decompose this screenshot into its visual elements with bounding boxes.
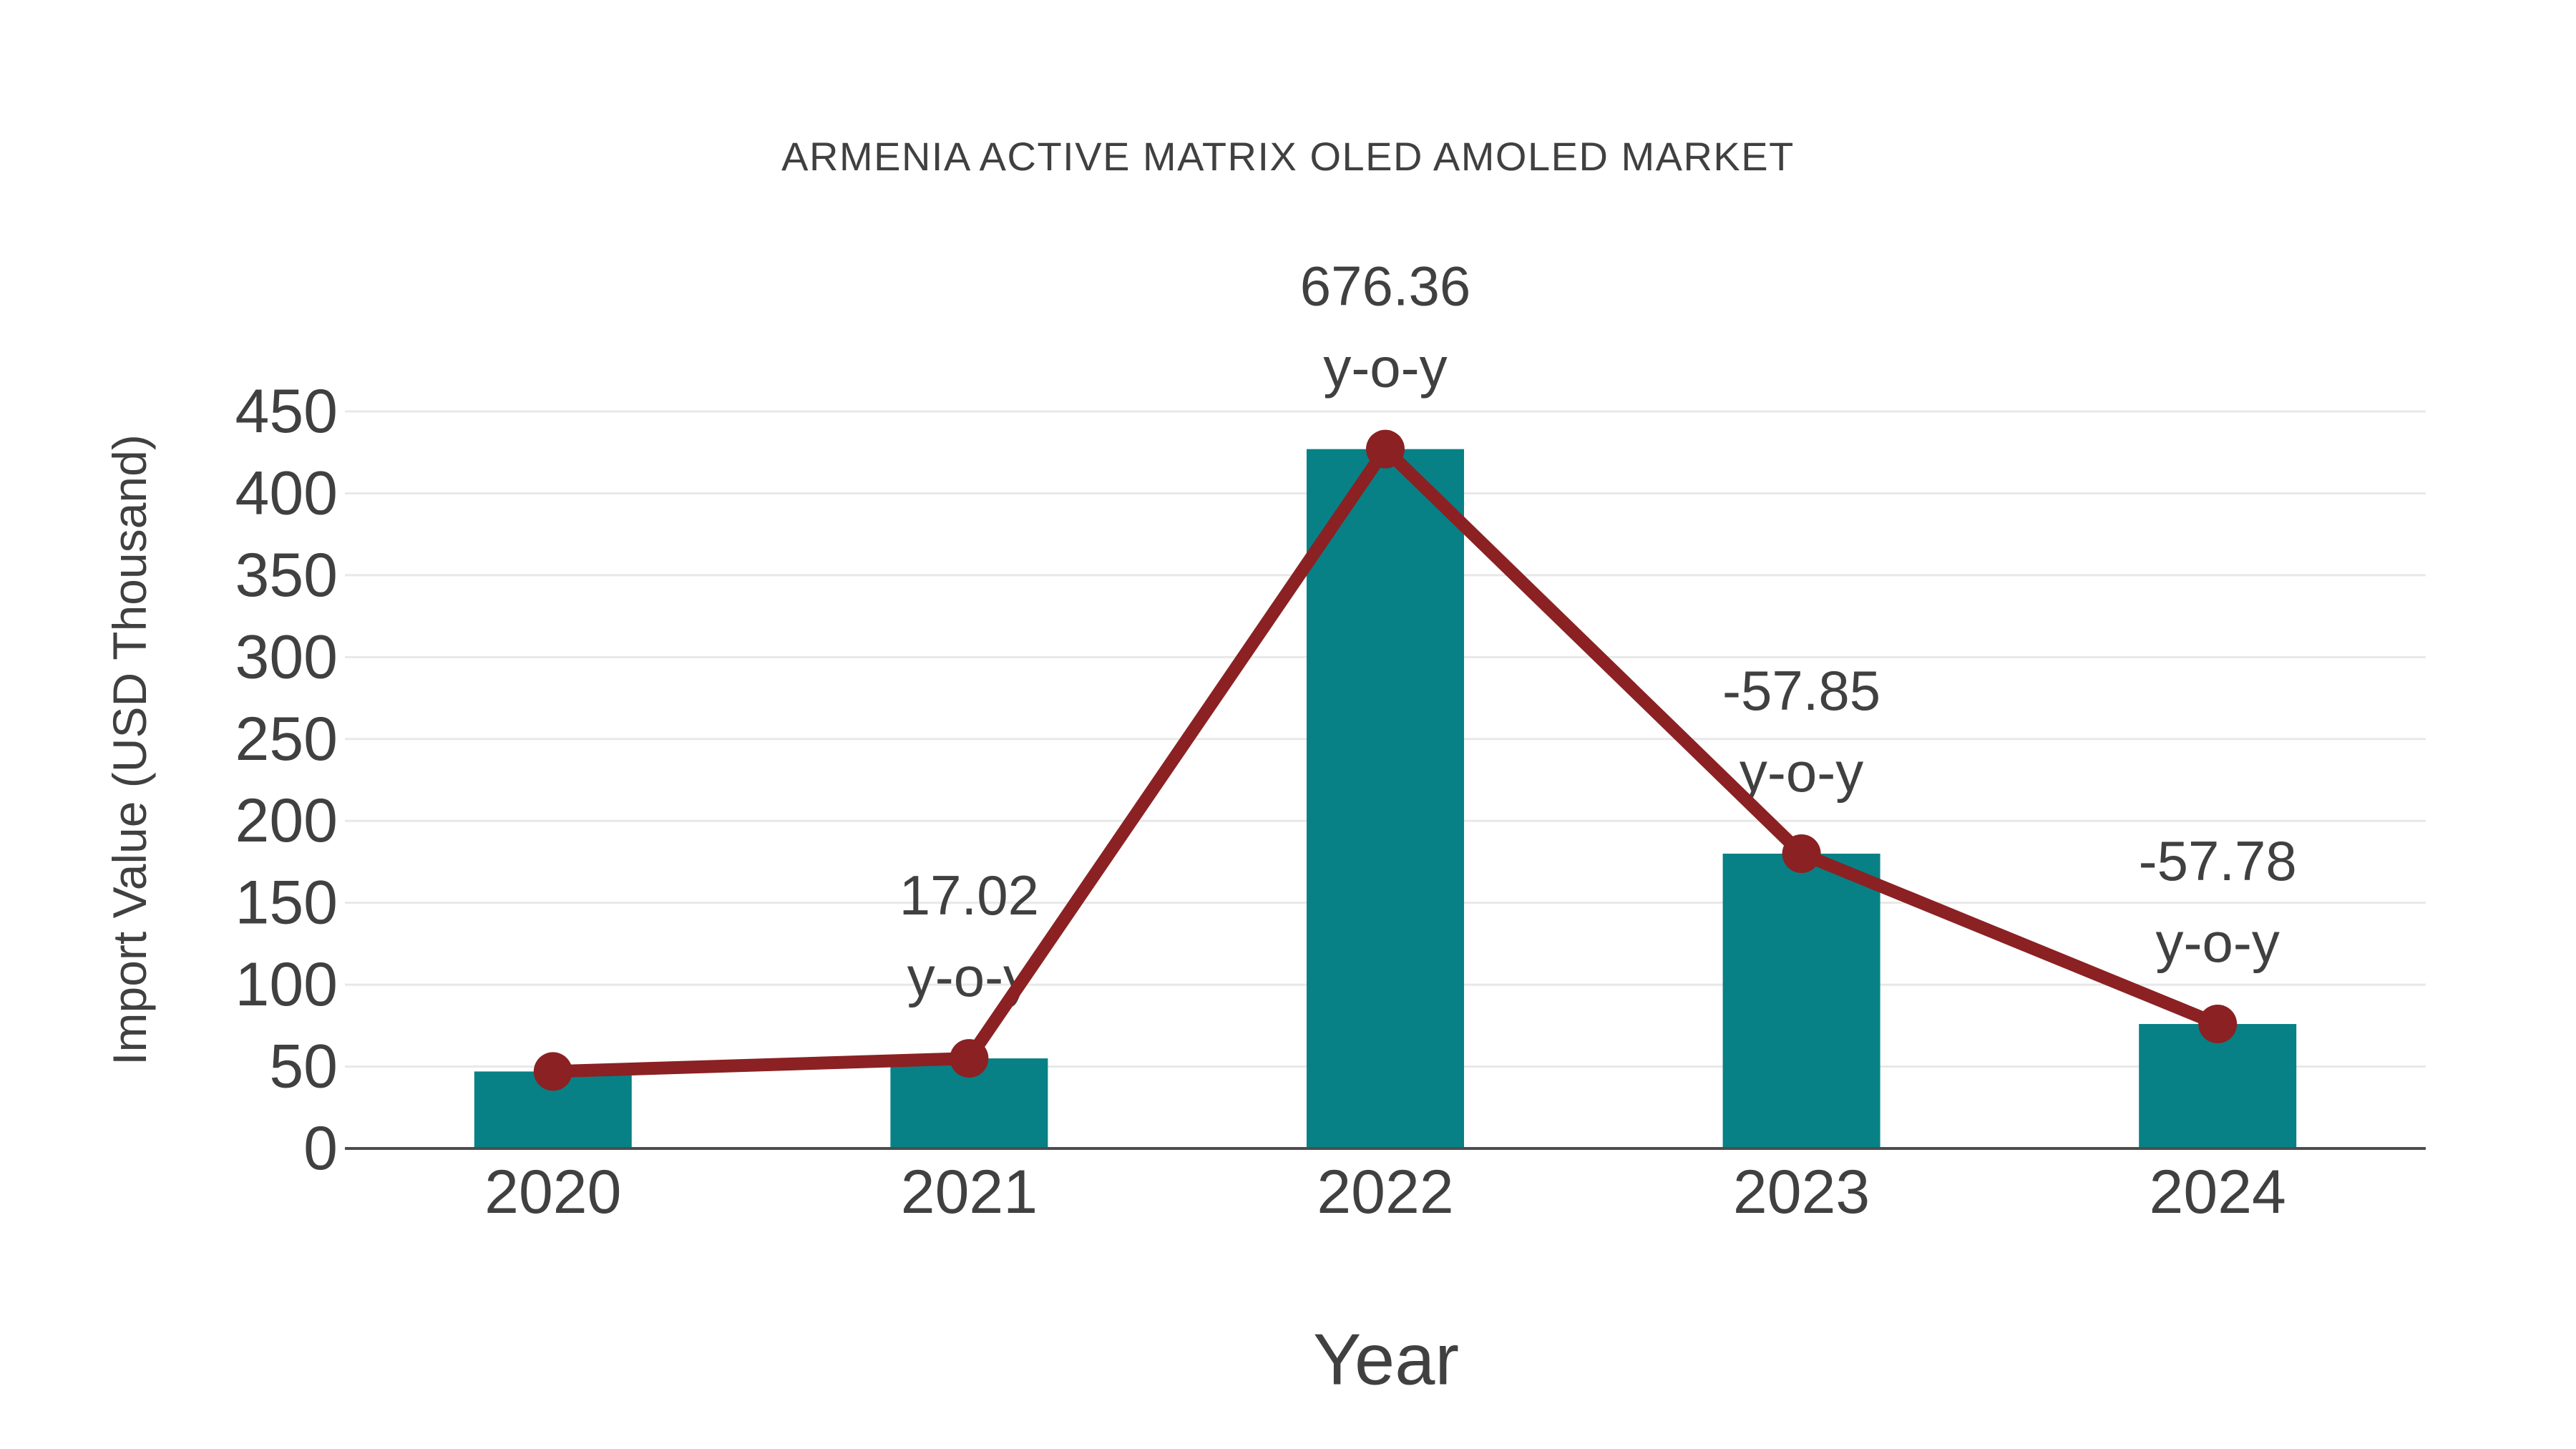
x-tick-2024: 2024 (2150, 1158, 2286, 1226)
y-tick-350: 350 (235, 541, 338, 610)
annotation-2022-value: 676.36 (1300, 255, 1471, 318)
annotation-2021-value: 17.02 (899, 864, 1039, 927)
x-tick-2022: 2022 (1317, 1158, 1453, 1226)
annotation-2023-value: -57.85 (1722, 659, 1880, 722)
marker-2024 (2198, 1005, 2238, 1044)
y-tick-450: 450 (235, 377, 338, 446)
y-tick-300: 300 (235, 623, 338, 691)
marker-2020 (533, 1052, 572, 1091)
chart-title: ARMENIA ACTIVE MATRIX OLED AMOLED MARKET (781, 134, 1795, 179)
marker-2023 (1782, 834, 1821, 873)
y-tick-0: 0 (303, 1114, 338, 1183)
x-tick-2023: 2023 (1733, 1158, 1870, 1226)
y-tick-50: 50 (269, 1033, 338, 1101)
bar-2023 (1722, 854, 1880, 1148)
y-axis-title: Import Value (USD Thousand) (103, 434, 156, 1065)
x-tick-2020: 2020 (484, 1158, 621, 1226)
bar-2022 (1307, 449, 1464, 1148)
annotation-2023-unit: y-o-y (1740, 741, 1863, 804)
annotation-2022-unit: y-o-y (1323, 336, 1447, 399)
y-tick-labels: 0 50 100 150 200 250 300 350 400 450 (235, 377, 338, 1183)
x-tick-2021: 2021 (901, 1158, 1038, 1226)
marker-2022 (1366, 429, 1405, 469)
bars (474, 449, 2297, 1148)
y-tick-150: 150 (235, 869, 338, 937)
annotation-2024-unit: y-o-y (2156, 911, 2280, 974)
y-tick-400: 400 (235, 459, 338, 527)
x-axis-title: Year (1312, 1319, 1460, 1400)
x-tick-labels: 2020 2021 2022 2023 2024 (484, 1158, 2286, 1226)
marker-2021 (950, 1039, 989, 1078)
annotations: 17.02y-o-y676.36y-o-y-57.85y-o-y-57.78y-… (899, 255, 2297, 1008)
y-tick-250: 250 (235, 705, 338, 774)
bar-2024 (2139, 1024, 2297, 1148)
markers (533, 429, 2238, 1091)
y-tick-100: 100 (235, 950, 338, 1019)
annotation-2024-value: -57.78 (2139, 829, 2297, 892)
y-tick-200: 200 (235, 786, 338, 855)
